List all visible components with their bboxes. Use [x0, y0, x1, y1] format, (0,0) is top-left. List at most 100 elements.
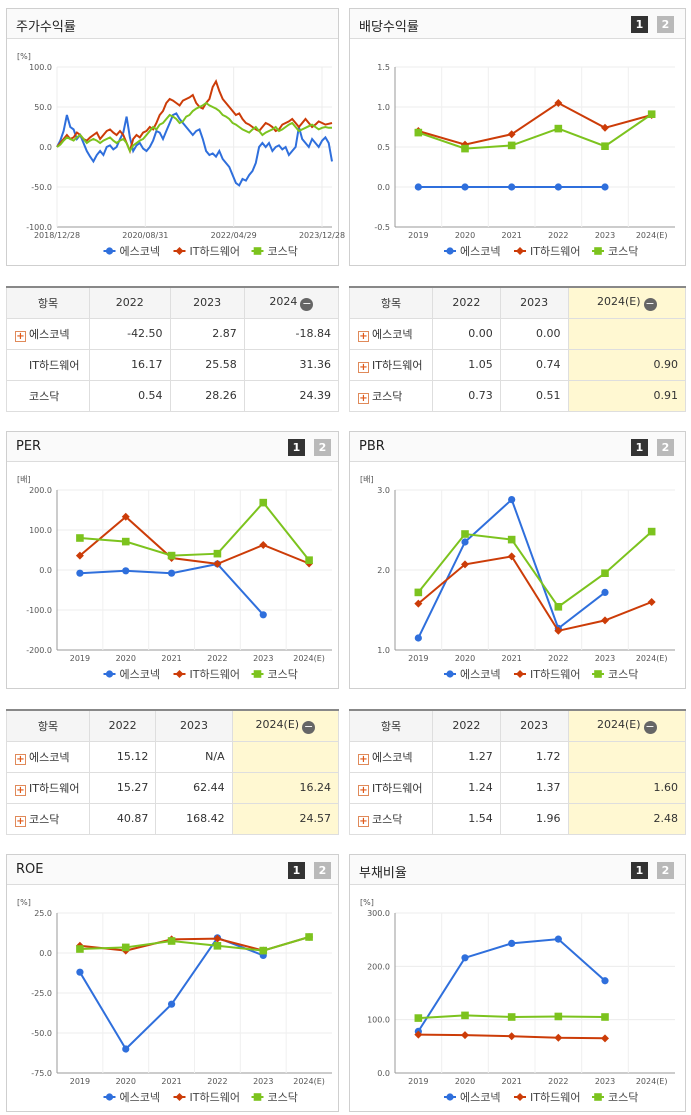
- row-name-label: 코스닥: [372, 389, 403, 403]
- data-point-1: [461, 954, 469, 962]
- y-tick-label: 0.0: [39, 143, 52, 152]
- cell: -42.50: [89, 317, 171, 350]
- y-tick-label: 0.0: [39, 949, 52, 958]
- row-name: + IT하드웨어: [349, 348, 433, 381]
- collapse-icon[interactable]: −: [302, 719, 316, 734]
- data-point-1: [508, 496, 516, 504]
- legend-label: 에스코넥: [460, 1091, 500, 1104]
- data-point-3: [554, 1012, 563, 1021]
- y-tick-label: 100.0: [367, 1016, 390, 1025]
- cell: 1.37: [499, 771, 569, 804]
- x-tick-label: 2019: [408, 654, 428, 663]
- page-1-button[interactable]: 1: [631, 16, 648, 33]
- collapse-icon[interactable]: −: [643, 719, 657, 734]
- x-tick-label: 2019: [70, 654, 90, 663]
- expand-icon[interactable]: +: [358, 815, 369, 827]
- y-tick-label: -25.0: [31, 989, 52, 998]
- cell: 62.44: [155, 771, 233, 804]
- data-point-3: [121, 943, 130, 952]
- header-col: 2024(E) −: [567, 709, 687, 742]
- page-2-button[interactable]: 2: [314, 862, 331, 879]
- stock-return-panel: 주가수익률 [%] 100.0 50.0 0.0 -50.0 -100.0 2018/12/…: [6, 8, 345, 266]
- data-point-1: [259, 611, 267, 619]
- y-tick-label: -75.0: [31, 1069, 52, 1078]
- data-point-3: [167, 937, 176, 945]
- series-line-1: [417, 497, 606, 639]
- header-col: 2024(E) −: [231, 709, 340, 742]
- pbr-chart: [배]3.0 2.0 1.0 2019 2020 2021 2022 2023 2024(E) 에…: [360, 475, 675, 681]
- table-row: + IT하드웨어 1.05 0.74 0.90: [349, 348, 687, 381]
- page-2-button[interactable]: 2: [657, 16, 674, 33]
- page-2-button[interactable]: 2: [657, 862, 674, 879]
- cell: 1.05: [432, 348, 501, 381]
- unit-label: [%]: [17, 898, 31, 907]
- data-point-1: [76, 968, 84, 976]
- table-row: + 코스닥 40.87 168.42 24.57: [6, 802, 340, 835]
- y-tick-label: 1.0: [377, 103, 390, 112]
- data-point-1: [414, 183, 422, 191]
- data-point-3: [414, 1014, 423, 1022]
- y-tick-label: -0.5: [374, 223, 390, 232]
- roe-chart: [%]25.0 0.0 -25.0 -50.0 -75.0 2019 2020 2021 202…: [17, 898, 332, 1104]
- cell: 168.42: [155, 802, 233, 835]
- data-point-1: [461, 183, 469, 191]
- row-name: IT하드웨어: [6, 348, 90, 381]
- expand-icon[interactable]: +: [358, 753, 369, 765]
- expand-icon[interactable]: +: [358, 330, 369, 342]
- expand-icon[interactable]: +: [15, 815, 26, 827]
- legend-label: 코스닥: [268, 245, 298, 258]
- data-point-1: [414, 634, 422, 642]
- page-1-button[interactable]: 1: [631, 439, 648, 456]
- expand-icon[interactable]: +: [15, 330, 26, 342]
- cell: 0.73: [432, 379, 501, 412]
- legend-label: 에스코넥: [120, 1091, 160, 1104]
- cell: 0.00: [499, 317, 569, 350]
- row-name-label: IT하드웨어: [372, 781, 423, 795]
- pbr-table: 항목 2022 2023 2024(E) − + 에스코넥 1.27 1.72 + I…: [349, 709, 687, 835]
- legend-label: 코스닥: [608, 668, 638, 681]
- legend-label: IT하드웨어: [530, 667, 580, 681]
- expand-icon[interactable]: +: [15, 753, 26, 765]
- collapse-icon[interactable]: −: [300, 296, 314, 311]
- legend-marker: [516, 1093, 524, 1101]
- data-point-3: [259, 946, 268, 955]
- row-name: + 코스닥: [349, 379, 433, 412]
- expand-icon[interactable]: +: [358, 361, 369, 373]
- legend-marker: [105, 670, 114, 678]
- legend-label: IT하드웨어: [530, 244, 580, 258]
- row-name: + IT하드웨어: [349, 771, 433, 804]
- chart-title: PER: [16, 439, 42, 454]
- legend-label: IT하드웨어: [190, 667, 240, 681]
- cell: 24.57: [231, 802, 340, 835]
- data-point-1: [122, 1045, 130, 1053]
- y-tick-label: 2.0: [377, 566, 390, 575]
- y-tick-label: -100.0: [26, 606, 52, 615]
- panel-header: 배당수익률 1 2: [350, 9, 685, 39]
- cell: 25.58: [169, 348, 245, 381]
- expand-icon[interactable]: +: [358, 784, 369, 796]
- legend-marker: [253, 670, 262, 678]
- expand-icon[interactable]: +: [358, 392, 369, 404]
- expand-icon[interactable]: +: [15, 784, 26, 796]
- series-line-3: [79, 936, 310, 952]
- x-tick-label: 2023/12/28: [299, 231, 345, 240]
- chart-title: ROE: [16, 862, 44, 877]
- x-tick-label: 2020: [455, 654, 475, 663]
- row-name-label: 에스코넥: [372, 750, 413, 764]
- page-2-button[interactable]: 2: [657, 439, 674, 456]
- page-1-button[interactable]: 1: [288, 439, 305, 456]
- cell: 0.51: [499, 379, 569, 412]
- collapse-icon[interactable]: −: [643, 296, 657, 311]
- page-1-button[interactable]: 1: [631, 862, 648, 879]
- x-tick-label: 2020: [455, 1077, 475, 1086]
- table-header-row: 항목 2022 2023 2024(E) −: [349, 709, 687, 742]
- row-name: + 에스코넥: [349, 740, 433, 773]
- header-col-label: 2024: [269, 294, 298, 308]
- header-item: 항목: [349, 286, 433, 319]
- legend-marker: [594, 247, 602, 255]
- data-point-3: [554, 603, 563, 611]
- x-tick-label: 2022: [548, 654, 568, 663]
- page-1-button[interactable]: 1: [288, 862, 305, 879]
- y-tick-label: 1.5: [377, 63, 390, 72]
- page-2-button[interactable]: 2: [314, 439, 331, 456]
